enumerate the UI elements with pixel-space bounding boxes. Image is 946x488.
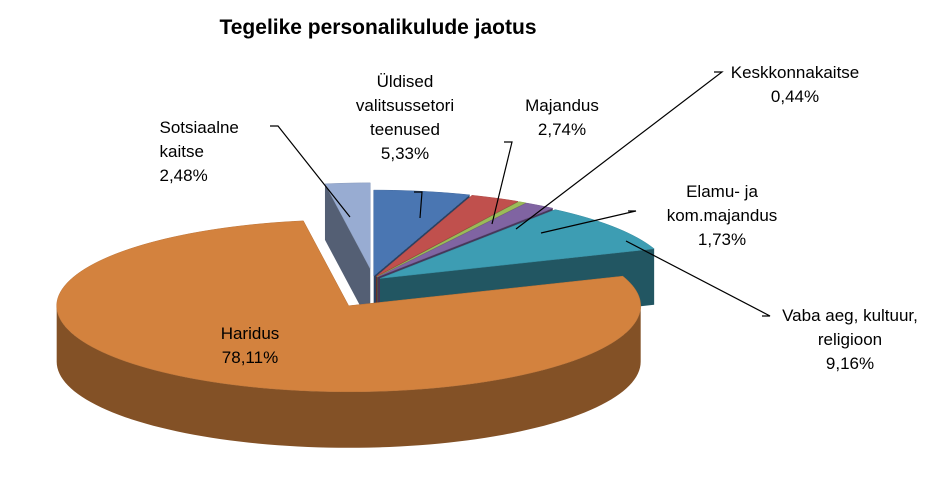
slice-top: [375, 195, 519, 277]
slice-label: Keskkonnakaitse 0,44%: [710, 61, 880, 109]
pie-slice: [324, 182, 371, 325]
leader-line: [414, 191, 423, 219]
value-label: 2,48%: [159, 166, 208, 185]
leader-line: [491, 141, 513, 225]
category-name: Üldised valitsussetori teenused: [355, 72, 455, 139]
value-label: 1,73%: [697, 230, 747, 249]
category-name: Keskkonnakaitse: [730, 63, 860, 82]
value-label: 78,11%: [221, 348, 279, 367]
value-label: 5,33%: [380, 144, 430, 163]
leader-line: [270, 125, 351, 218]
slice-label: Haridus 78,11%: [195, 322, 305, 370]
slice-label: Vaba aeg, kultuur, religioon 9,16%: [755, 304, 945, 376]
slice-top: [376, 201, 527, 278]
leader-line: [540, 210, 637, 234]
slice-top: [56, 220, 641, 393]
value-label: 2,74%: [537, 120, 587, 139]
category-name: Elamu- ja kom.majandus: [666, 182, 778, 225]
category-name: Majandus: [525, 96, 599, 115]
slice-label: Majandus 2,74%: [512, 94, 612, 142]
slice-label: Üldised valitsussetori teenused 5,33%: [338, 70, 473, 166]
slice-top: [379, 209, 655, 279]
slice-top: [377, 202, 554, 278]
category-name: Haridus: [220, 324, 280, 343]
value-label: 0,44%: [770, 87, 820, 106]
value-label: 9,16%: [825, 354, 875, 373]
slice-top: [373, 189, 471, 277]
chart-title: Tegelike personalikulude jaotus: [219, 16, 537, 39]
slice-label: Sotsiaalne kaitse 2,48%: [160, 116, 265, 188]
slice-wall: [324, 183, 371, 325]
category-name: Sotsiaalne kaitse: [159, 118, 239, 161]
leader-line: [515, 71, 724, 230]
slice-top: [324, 182, 371, 269]
slice-side: [56, 305, 641, 448]
pie-slice: [56, 220, 641, 448]
category-name: Vaba aeg, kultuur, religioon: [782, 306, 918, 349]
slice-label: Elamu- ja kom.majandus 1,73%: [647, 180, 797, 252]
leader-line: [625, 240, 771, 317]
